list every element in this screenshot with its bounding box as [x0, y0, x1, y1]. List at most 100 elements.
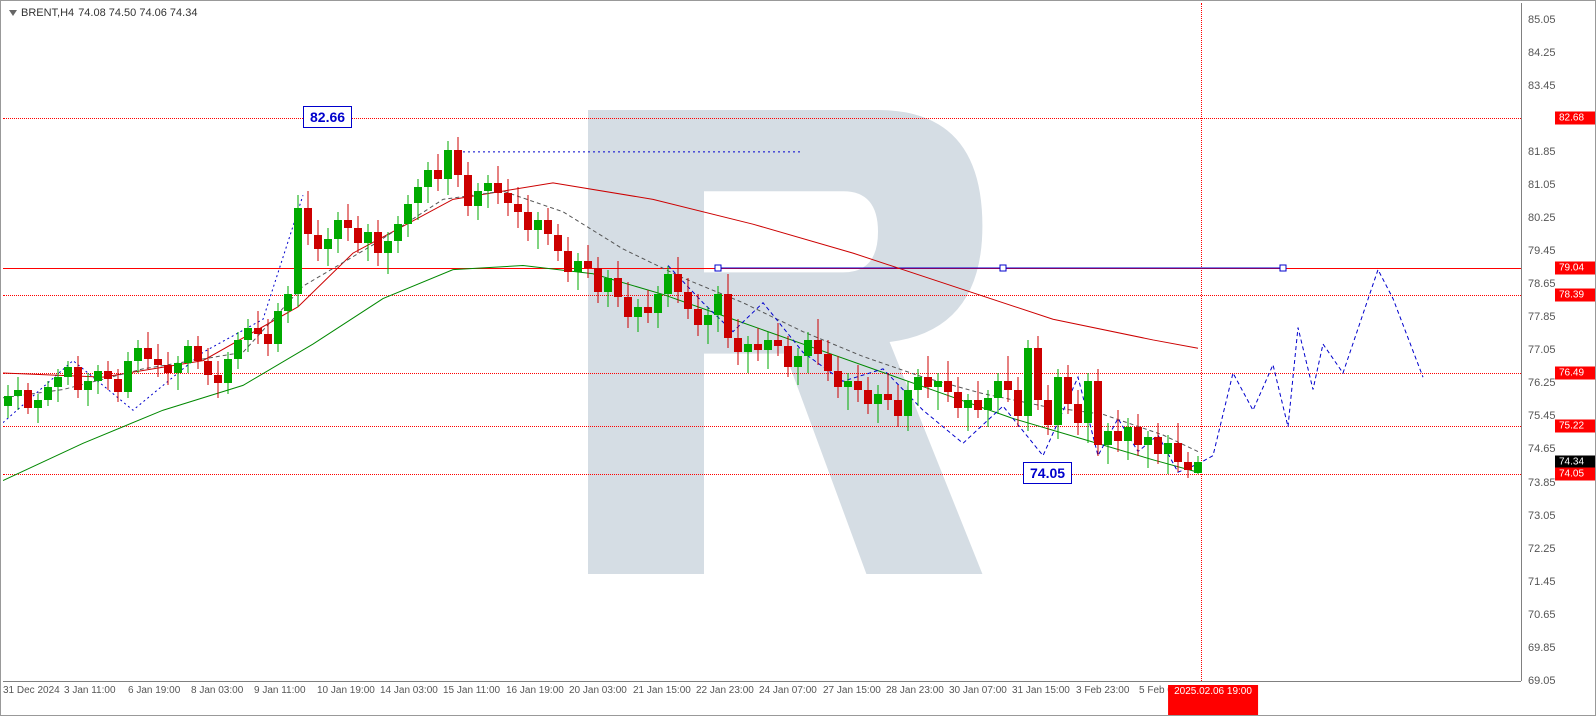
candle: [184, 340, 192, 373]
candle: [1104, 423, 1112, 464]
candle: [814, 319, 822, 364]
candle: [1114, 410, 1122, 451]
x-axis: 31 Dec 20243 Jan 11:006 Jan 19:008 Jan 0…: [3, 681, 1521, 715]
candle: [514, 187, 522, 228]
candle: [194, 336, 202, 369]
current-time-vline: [1201, 3, 1202, 681]
candle: [714, 286, 722, 331]
candle: [854, 365, 862, 402]
y-tick-label: 83.45: [1528, 80, 1556, 92]
candle: [874, 385, 882, 422]
x-tick-label: 9 Jan 11:00: [254, 685, 306, 696]
x-tick-label: 28 Jan 23:00: [886, 685, 944, 696]
y-tick-label: 74.65: [1528, 443, 1556, 455]
y-tick-label: 78.65: [1528, 278, 1556, 290]
candle: [884, 373, 892, 410]
candle: [794, 348, 802, 385]
horizontal-level[interactable]: [3, 295, 1521, 296]
candle: [594, 257, 602, 302]
chart-container: BRENT,H4 74.08 74.50 74.06 74.34 82.66 74…: [0, 0, 1596, 716]
x-tick-label: 3 Feb 23:00: [1076, 685, 1129, 696]
candle: [44, 381, 52, 406]
y-tick-label: 79.45: [1528, 245, 1556, 257]
candle: [614, 261, 622, 306]
y-tick-label: 75.45: [1528, 410, 1556, 422]
symbol-label: BRENT,H4: [21, 7, 74, 19]
candle: [964, 394, 972, 431]
price-axis-label: 74.05: [1555, 468, 1595, 481]
candle: [1054, 369, 1062, 439]
candle: [344, 204, 352, 241]
forecast-path: [3, 3, 1521, 681]
candle: [74, 356, 82, 397]
x-tick-label: 6 Jan 19:00: [128, 685, 180, 696]
candle: [934, 373, 942, 410]
candle: [544, 208, 552, 245]
candle: [404, 195, 412, 236]
forecast-polyline: [668, 266, 1423, 473]
price-axis-label: 82.68: [1555, 111, 1595, 124]
candle: [4, 385, 12, 418]
candle: [994, 373, 1002, 414]
candle: [904, 381, 912, 431]
y-tick-label: 77.05: [1528, 344, 1556, 356]
candle: [1094, 369, 1102, 456]
price-annotation[interactable]: 74.05: [1023, 462, 1072, 484]
candle: [94, 365, 102, 394]
candle: [764, 332, 772, 369]
candle: [284, 286, 292, 323]
candle: [944, 361, 952, 402]
horizontal-level[interactable]: [3, 426, 1521, 427]
candle: [684, 278, 692, 319]
candle: [1134, 414, 1142, 455]
candle: [454, 137, 462, 187]
candle: [84, 373, 92, 406]
candle: [384, 232, 392, 273]
candle: [474, 183, 482, 220]
horizontal-level[interactable]: [3, 118, 1521, 119]
candle: [914, 369, 922, 406]
y-tick-label: 80.25: [1528, 212, 1556, 224]
candle: [144, 332, 152, 369]
horizontal-level[interactable]: [3, 268, 1521, 269]
candle: [654, 286, 662, 327]
price-axis-label: 76.49: [1555, 367, 1595, 380]
candle: [984, 390, 992, 427]
candle: [564, 237, 572, 282]
candle: [1194, 456, 1202, 474]
candle: [754, 328, 762, 361]
y-tick-label: 69.85: [1528, 642, 1556, 654]
candle: [14, 377, 22, 410]
plot-area[interactable]: BRENT,H4 74.08 74.50 74.06 74.34 82.66 74…: [3, 3, 1521, 681]
watermark-logo: [472, 52, 1052, 632]
chart-title: BRENT,H4 74.08 74.50 74.06 74.34: [9, 7, 197, 19]
price-axis-label: 79.04: [1555, 261, 1595, 274]
candle: [24, 383, 32, 414]
candle: [324, 228, 332, 265]
y-tick-label: 76.25: [1528, 377, 1556, 389]
candle: [394, 216, 402, 253]
price-annotation[interactable]: 82.66: [303, 106, 352, 128]
candle: [804, 332, 812, 373]
horizontal-level[interactable]: [3, 474, 1521, 475]
ohlc-label: 74.08 74.50 74.06 74.34: [78, 7, 197, 19]
y-tick-label: 71.45: [1528, 576, 1556, 588]
x-tick-label: 31 Dec 2024: [3, 685, 60, 696]
x-tick-label: 3 Jan 11:00: [64, 685, 116, 696]
candle: [494, 166, 502, 203]
y-tick-label: 69.05: [1528, 675, 1556, 687]
candle: [504, 179, 512, 216]
candle: [294, 195, 302, 307]
candle: [1124, 418, 1132, 459]
candle: [124, 352, 132, 397]
candle: [784, 336, 792, 377]
candle: [844, 373, 852, 410]
expand-icon[interactable]: [9, 10, 17, 16]
candle: [894, 385, 902, 426]
candle: [464, 162, 472, 216]
moving-averages: [3, 3, 1521, 681]
candle: [974, 381, 982, 418]
candle: [314, 220, 322, 261]
y-tick-label: 81.85: [1528, 146, 1556, 158]
candle: [1074, 390, 1082, 435]
